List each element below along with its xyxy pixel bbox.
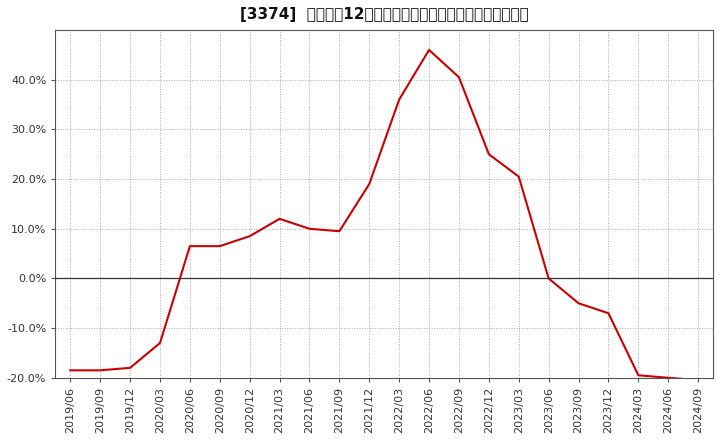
Title: [3374]  売上高の12か月移動合計の対前年同期増減率の推移: [3374] 売上高の12か月移動合計の対前年同期増減率の推移 [240,7,528,22]
